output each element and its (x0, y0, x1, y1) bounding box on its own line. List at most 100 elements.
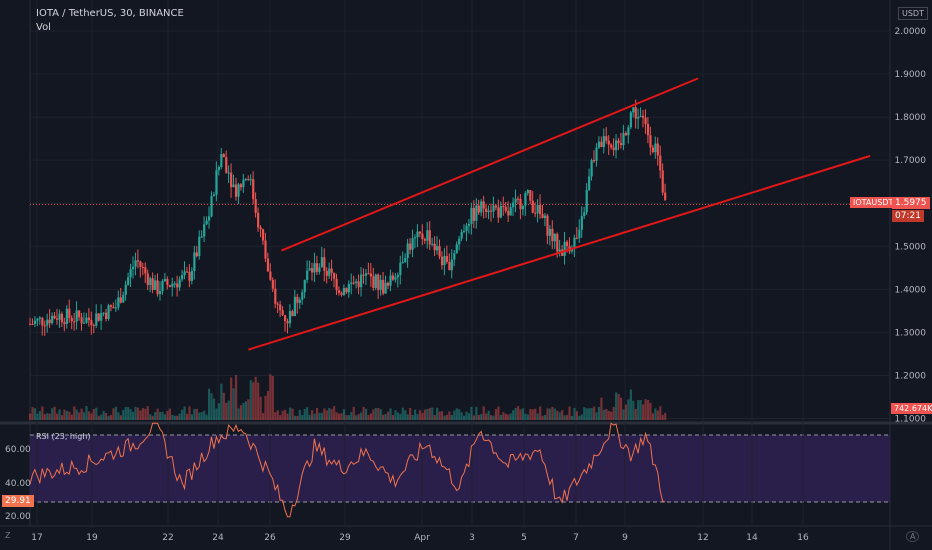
volume-bar (92, 409, 95, 420)
candle-body (210, 196, 213, 217)
volume-bar (619, 397, 623, 420)
candle-body (340, 292, 343, 295)
volume-bar (117, 412, 120, 420)
candle-body (369, 273, 373, 277)
candle-body (55, 318, 59, 320)
candle-body (244, 178, 247, 180)
candle-body (195, 252, 198, 257)
trendline[interactable] (281, 77, 699, 252)
volume-bar (568, 406, 571, 420)
candle-body (404, 257, 407, 262)
volume-bar (607, 410, 610, 420)
volume-bar (247, 399, 250, 420)
volume-label[interactable]: Vol (36, 22, 51, 33)
rsi-label[interactable]: RSI (23, high) (36, 432, 91, 441)
price-tick: 1.4000 (895, 285, 927, 295)
candle-body (637, 117, 640, 119)
candle-body (144, 267, 147, 274)
volume-bar (592, 406, 596, 420)
volume-value-tag: 742.674K (891, 403, 932, 414)
candle-body (514, 198, 517, 203)
volume-bar (75, 409, 78, 420)
volume-bar (512, 410, 515, 420)
candle-body (580, 216, 583, 230)
candle-body (276, 303, 279, 305)
volume-bar (637, 400, 640, 420)
price-tick: 2.0000 (895, 27, 927, 37)
candle-body (433, 243, 436, 251)
candle-body (85, 317, 88, 323)
time-label: 24 (212, 533, 224, 543)
candle-body (651, 147, 655, 153)
candle-body (173, 283, 176, 285)
candle-body (325, 270, 328, 276)
volume-bar (119, 415, 122, 420)
candle-body (217, 167, 221, 171)
auto-scale-right-button[interactable]: A (906, 531, 920, 542)
rsi-series (29, 422, 666, 518)
candle-body (590, 160, 593, 177)
volume-bar (168, 408, 171, 420)
candle-body (188, 271, 191, 281)
candle-body (551, 228, 554, 242)
candle-body (215, 170, 218, 195)
volume-bar (320, 412, 323, 420)
volume-bar (239, 405, 243, 420)
volume-bar (654, 408, 657, 420)
volume-bar (487, 410, 490, 420)
candle-body (379, 279, 382, 290)
volume-bar (193, 408, 196, 420)
volume-bar (288, 407, 292, 420)
candle-body (181, 275, 184, 280)
volume-bar (570, 415, 574, 420)
auto-scale-left-button[interactable]: Z (5, 531, 11, 540)
currency-badge[interactable]: USDT (898, 7, 928, 20)
candle-body (114, 307, 118, 309)
candle-body (487, 210, 490, 213)
candle-body (362, 274, 365, 276)
volume-bar (477, 414, 480, 420)
volume-bar (391, 414, 395, 420)
candle-body (163, 278, 167, 282)
volume-bar (109, 414, 113, 420)
volume-bar (372, 409, 375, 420)
volume-bar (279, 415, 282, 420)
candle-body (372, 276, 375, 288)
volume-bar (558, 412, 561, 420)
candle-body (70, 317, 73, 322)
volume-bar (583, 407, 586, 420)
volume-bar (156, 408, 159, 420)
volume-bar (472, 415, 476, 420)
candle-body (617, 140, 620, 144)
candle-body (448, 261, 451, 271)
symbol-title[interactable]: IOTA / TetherUS, 30, BINANCE (36, 8, 184, 19)
candle-body (455, 244, 458, 254)
trendlines[interactable] (248, 77, 871, 351)
volume-bar (73, 406, 76, 420)
volume-bar (364, 408, 368, 420)
candle-body (536, 204, 539, 214)
volume-bar (269, 374, 272, 420)
volume-bar (502, 412, 505, 420)
volume-bar (399, 413, 402, 420)
candle-body (382, 279, 385, 294)
trendline[interactable] (248, 154, 871, 351)
candle-body (401, 261, 404, 263)
time-label: 9 (622, 533, 628, 543)
candle-body (588, 176, 591, 190)
volume-bar (455, 408, 458, 420)
candle-body (661, 170, 664, 193)
volume-bar (433, 415, 436, 420)
candle-body (298, 299, 301, 303)
candle-body (445, 256, 449, 262)
candle-body (418, 231, 422, 234)
volume-bar (85, 406, 88, 420)
candle-body (610, 144, 613, 148)
volume-bar (499, 414, 502, 420)
price-tick: 1.2000 (895, 371, 927, 381)
volume-bar (445, 414, 449, 420)
volume-bar (656, 410, 659, 420)
time-label: 19 (86, 533, 98, 543)
price-tick: 1.7000 (895, 156, 927, 166)
